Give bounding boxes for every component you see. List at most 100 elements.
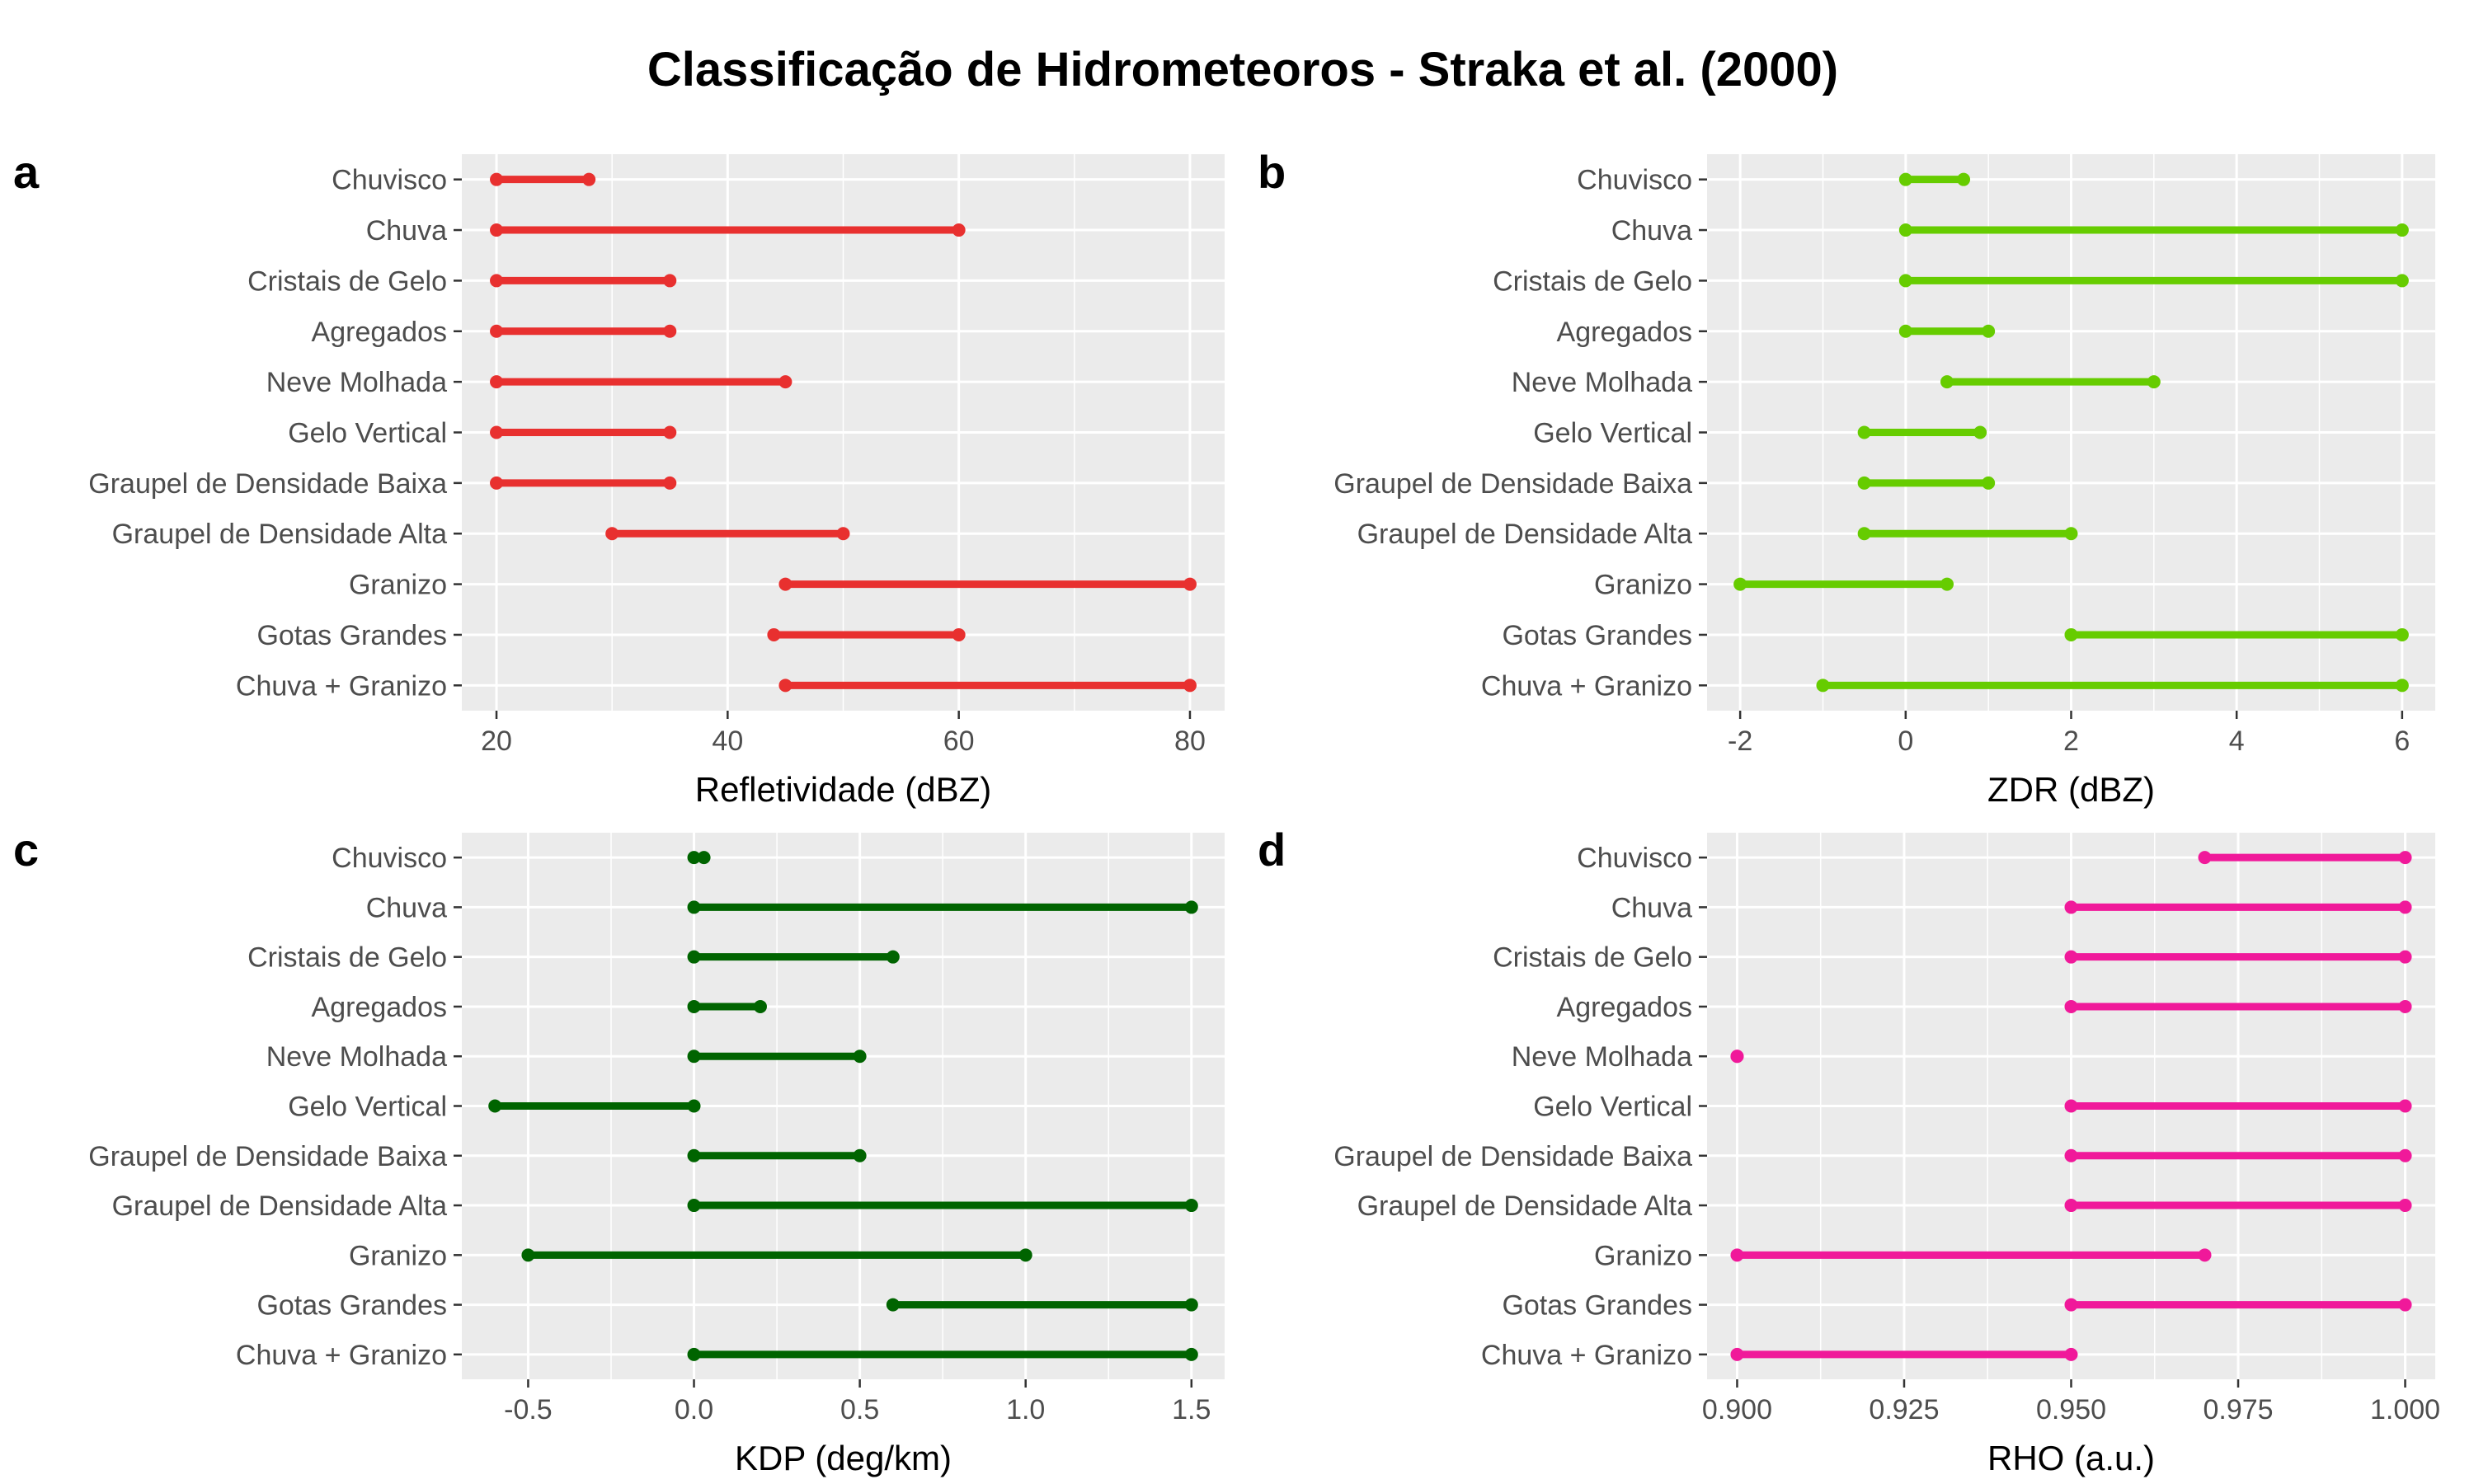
range-min-point (1730, 1248, 1744, 1262)
x-tick-label: 0.925 (1869, 1394, 1939, 1425)
range-max-point (663, 324, 677, 338)
range-min-point (886, 1298, 900, 1312)
range-min-point (1898, 223, 1912, 237)
range-max-point (853, 1148, 867, 1162)
range-min-point (605, 527, 619, 541)
panel-b: -2 0 2 4 6 Chuvisco Chuva Cristais de Gelo Agreg… (1258, 146, 2435, 809)
x-tick-label: 2 (2063, 726, 2079, 757)
x-tick-label: 0.975 (2203, 1394, 2273, 1425)
range-min-point (2198, 851, 2212, 865)
panel-letter: b (1258, 146, 1286, 198)
category-label: Gotas Grandes (1502, 620, 1692, 651)
range-max-point (582, 172, 596, 186)
x-tick-label: 20 (481, 726, 512, 757)
range-min-point (778, 577, 793, 591)
range-max-point (2398, 900, 2412, 914)
category-label: Neve Molhada (266, 1041, 447, 1073)
range-max-point (1973, 425, 1987, 439)
range-min-point (1816, 679, 1830, 693)
category-label: Graupel de Densidade Alta (1357, 519, 1692, 550)
category-label: Graupel de Densidade Baixa (88, 1141, 447, 1172)
range-min-point (2064, 1298, 2078, 1312)
range-min-point (2064, 999, 2078, 1013)
x-axis-title: Refletividade (dBZ) (695, 770, 991, 809)
x-tick-label: 0 (1898, 726, 1913, 757)
range-min-point (687, 900, 701, 914)
x-tick-label: 0.0 (675, 1394, 713, 1425)
x-tick-label: 0.5 (840, 1394, 879, 1425)
range-max-point (2395, 274, 2409, 288)
category-label: Chuvisco (332, 843, 447, 874)
range-min-point (1857, 476, 1871, 490)
panel-letter: c (13, 824, 39, 876)
category-label: Chuva + Granizo (1481, 1340, 1692, 1371)
range-max-point (1184, 1347, 1198, 1361)
range-max-point (853, 1050, 867, 1064)
x-axis-title: RHO (a.u.) (1987, 1439, 2155, 1477)
range-max-point (2064, 1347, 2078, 1361)
range-max-point (753, 999, 767, 1013)
range-max-point (663, 274, 677, 288)
range-max-point (1184, 900, 1198, 914)
range-min-point (687, 1050, 701, 1064)
range-max-point (778, 375, 793, 389)
panel-letter: a (13, 146, 40, 198)
range-min-point (2064, 900, 2078, 914)
range-min-point (1733, 577, 1747, 591)
x-axis-title: KDP (deg/km) (735, 1439, 952, 1477)
range-max-point (1183, 679, 1197, 693)
range-min-point (521, 1248, 535, 1262)
category-label: Chuva + Granizo (1481, 670, 1692, 702)
x-tick-label: 0.950 (2036, 1394, 2106, 1425)
range-max-point (1940, 577, 1954, 591)
category-label: Agregados (312, 317, 447, 348)
range-min-point (687, 1347, 701, 1361)
category-label: Chuvisco (332, 165, 447, 196)
category-label: Neve Molhada (1512, 1041, 1692, 1073)
category-label: Chuva (1611, 215, 1692, 247)
panel-c: -0.5 0.0 0.5 1.0 1.5 Chuvisco Chuva Cristais de… (13, 824, 1225, 1477)
category-label: Agregados (1557, 992, 1692, 1023)
range-min-point (2064, 1199, 2078, 1213)
range-min-point (767, 627, 781, 641)
range-max-point (2395, 679, 2409, 693)
category-label: Gelo Vertical (1533, 418, 1692, 449)
x-tick-label: 1.5 (1172, 1394, 1211, 1425)
category-label: Granizo (1594, 570, 1692, 601)
range-max-point (1982, 324, 1996, 338)
category-label: Graupel de Densidade Alta (112, 1190, 447, 1222)
range-max-point (952, 223, 966, 237)
range-min-point (1940, 375, 1954, 389)
category-label: Gotas Grandes (1502, 1290, 1692, 1322)
category-label: Cristais de Gelo (247, 942, 447, 974)
range-max-point (1183, 577, 1197, 591)
x-tick-label: -2 (1728, 726, 1752, 757)
range-max-point (1957, 172, 1971, 186)
category-label: Cristais de Gelo (247, 265, 447, 297)
category-label: Granizo (1594, 1240, 1692, 1271)
range-max-point (886, 950, 900, 964)
range-min-point (687, 851, 701, 865)
category-label: Chuvisco (1577, 165, 1692, 196)
panel-letter: d (1258, 824, 1286, 876)
range-min-point (1857, 425, 1871, 439)
category-label: Cristais de Gelo (1493, 942, 1692, 974)
x-tick-label: 0.900 (1702, 1394, 1772, 1425)
range-max-point (1184, 1298, 1198, 1312)
category-label: Granizo (349, 1240, 447, 1271)
range-max-point (1982, 476, 1996, 490)
x-tick-label: 1.000 (2370, 1394, 2440, 1425)
range-max-point (2398, 851, 2412, 865)
range-min-point (1898, 324, 1912, 338)
category-label: Granizo (349, 570, 447, 601)
category-label: Gelo Vertical (288, 418, 447, 449)
category-label: Graupel de Densidade Alta (112, 519, 447, 550)
range-max-point (836, 527, 850, 541)
range-max-point (2398, 1148, 2412, 1162)
range-min-point (687, 950, 701, 964)
range-max-point (2395, 223, 2409, 237)
x-tick-label: -0.5 (504, 1394, 553, 1425)
category-label: Chuva (366, 215, 447, 247)
